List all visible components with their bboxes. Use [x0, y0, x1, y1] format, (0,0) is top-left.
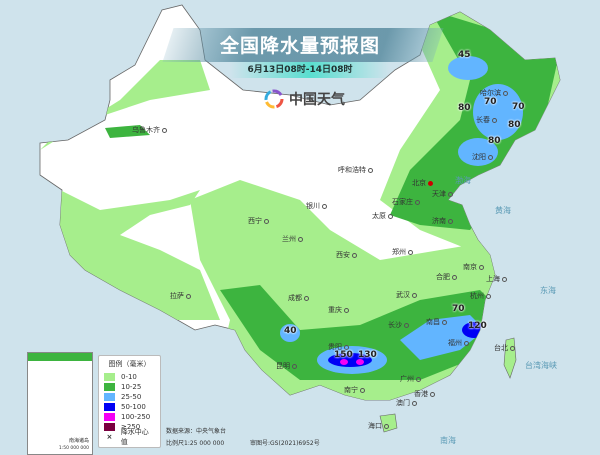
- legend-row-center: × 降水中心值: [104, 428, 155, 446]
- legend-title: 图例（毫米）: [108, 360, 151, 368]
- rain-center-value: 45: [458, 50, 471, 60]
- rain-center-value: 70: [452, 304, 465, 314]
- legend-label: 0-10: [121, 373, 137, 381]
- city-label: 上海: [486, 274, 507, 284]
- city-label: 银川: [306, 201, 327, 211]
- city-label: 香港: [414, 389, 435, 399]
- legend-row: 100-250: [104, 412, 155, 422]
- sea-label: 台湾海峡: [525, 361, 557, 370]
- sea-label: 渤海: [455, 176, 471, 185]
- rain-area-0-10: [40, 60, 210, 150]
- city-label: 福州: [448, 338, 469, 348]
- city-label: 贵阳: [328, 342, 349, 352]
- data-source: 数据来源：中央气象台: [166, 428, 227, 435]
- city-label: 济南: [432, 216, 453, 226]
- map-scale: 比例尺1:25 000 000: [166, 440, 225, 447]
- city-label: 杭州: [470, 291, 491, 301]
- city-label: 成都: [288, 293, 309, 303]
- x-mark-icon: ×: [106, 433, 113, 441]
- page-title: 全国降水量预报图: [219, 35, 380, 57]
- city-label: 广州: [400, 374, 421, 384]
- legend: 图例（毫米） 0-10 10-25 25-50 50-100 100-250 ≥250 ×…: [98, 355, 161, 448]
- legend-row: 50-100: [104, 402, 155, 412]
- city-label: 南京: [463, 262, 484, 272]
- legend-label: ≥250: [121, 423, 141, 431]
- legend-row: 10-25: [104, 382, 155, 392]
- city-label: 郑州: [392, 247, 413, 257]
- swirl-logo-icon: [264, 89, 284, 109]
- inset-label: 南海诸岛: [68, 438, 89, 444]
- rain-center-value: 70: [512, 102, 525, 112]
- city-label: 南昌: [426, 317, 447, 327]
- city-label: 长春: [476, 115, 497, 125]
- sea-label: 东海: [540, 286, 556, 295]
- legend-swatch: [104, 383, 115, 391]
- rain-center-value: 70: [484, 97, 497, 107]
- city-label: 重庆: [328, 305, 349, 315]
- approval-number: 审图号:GS(2021)6952号: [250, 440, 320, 447]
- city-label: 武汉: [396, 290, 417, 300]
- legend-row: 0-10: [104, 372, 155, 382]
- sea-label: 南海: [440, 436, 456, 445]
- legend-swatch: [104, 423, 115, 431]
- legend-swatch: [104, 373, 115, 381]
- legend-swatch: [104, 403, 115, 411]
- legend-swatch: [104, 393, 115, 401]
- legend-label: 25-50: [121, 393, 142, 401]
- city-label: 西安: [336, 250, 357, 260]
- rain-center-value: 80: [458, 103, 471, 113]
- rain-center-value: 80: [508, 120, 521, 130]
- south-china-sea-inset: 南海诸岛 1:50 000 000: [27, 352, 93, 455]
- subtitle-bar: [230, 62, 390, 78]
- city-label: 南宁: [344, 385, 365, 395]
- city-label: 台北: [494, 343, 515, 353]
- sea-label: 黄海: [495, 206, 511, 215]
- rain-area-25-50: [473, 84, 523, 140]
- legend-label: 50-100: [121, 403, 146, 411]
- city-label: 澳门: [396, 398, 417, 408]
- city-label: 长沙: [388, 320, 409, 330]
- city-label: 西宁: [248, 216, 269, 226]
- city-label: 沈阳: [472, 152, 493, 162]
- inset-scale: 1:50 000 000: [58, 446, 89, 451]
- rain-area-100-250: [356, 359, 364, 365]
- rain-center-value: 130: [358, 350, 377, 360]
- inset-rain-strip: [28, 353, 92, 361]
- city-label: 石家庄: [392, 197, 420, 207]
- city-label: 哈尔滨: [480, 88, 508, 98]
- rain-center-value: 150: [334, 350, 353, 360]
- legend-row: 25-50: [104, 392, 155, 402]
- city-label: 拉萨: [170, 291, 191, 301]
- city-label: 合肥: [436, 272, 457, 282]
- rain-center-value: 40: [284, 326, 297, 336]
- rain-area-25-50: [280, 324, 300, 342]
- rain-center-value: 80: [488, 136, 501, 146]
- forecast-period: 6月13日08时-14日08时: [247, 65, 353, 75]
- rain-area-100-250: [340, 359, 348, 365]
- city-label: 乌鲁木齐: [132, 125, 167, 135]
- city-label: 昆明: [276, 361, 297, 371]
- city-label: 海口: [368, 421, 389, 431]
- legend-label: 100-250: [121, 413, 151, 421]
- legend-center-label: 降水中心值: [120, 428, 149, 446]
- city-label: 北京: [412, 178, 433, 188]
- logo-text: 中国天气: [289, 92, 345, 108]
- legend-swatch: [104, 413, 115, 421]
- rain-center-value: 120: [468, 321, 487, 331]
- legend-row: ≥250: [104, 422, 155, 432]
- city-label: 天津: [432, 189, 453, 199]
- city-label: 兰州: [282, 234, 303, 244]
- rain-area-25-50: [448, 56, 488, 80]
- legend-label: 10-25: [121, 383, 142, 391]
- city-label: 太原: [372, 211, 393, 221]
- city-label: 呼和浩特: [338, 165, 373, 175]
- logo: 中国天气: [263, 88, 345, 110]
- rain-area-0-10: [40, 180, 220, 320]
